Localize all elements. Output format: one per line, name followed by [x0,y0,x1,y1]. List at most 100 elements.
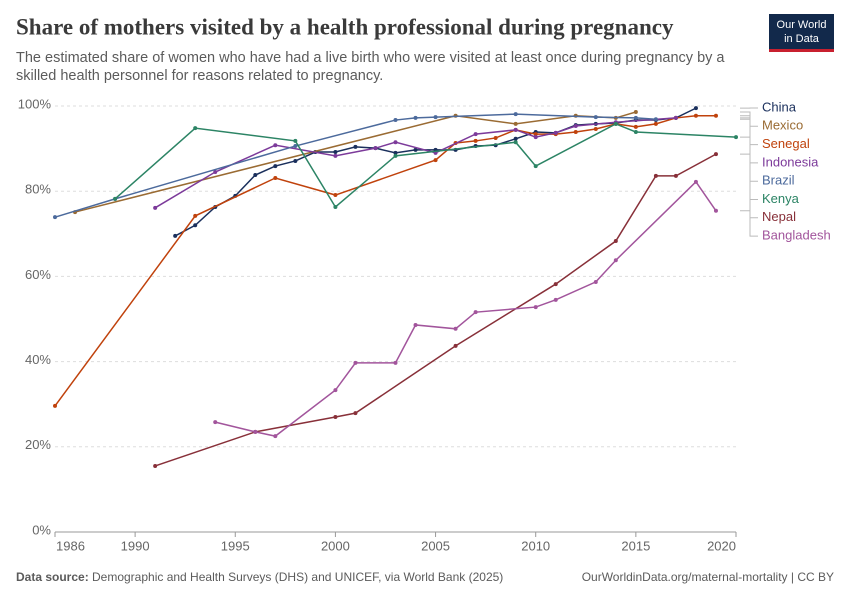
legend-connector [740,115,758,146]
x-tick-label: 1986 [56,538,85,553]
data-point [693,113,698,118]
data-point [693,179,698,184]
legend-connector [740,118,758,182]
data-point [293,138,298,143]
y-tick-label: 20% [25,437,51,452]
data-point [113,196,118,201]
data-point [213,420,218,425]
y-tick-label: 60% [25,267,51,282]
y-tick-label: 40% [25,352,51,367]
data-point [273,143,278,148]
data-point [453,326,458,331]
data-point [273,434,278,439]
data-point [333,193,338,198]
data-point [573,129,578,134]
data-point [633,129,638,134]
y-tick-label: 0% [32,522,51,537]
data-point [353,144,358,149]
subtitle: The estimated share of women who have ha… [16,50,725,66]
data-point [653,117,658,122]
data-point [393,360,398,365]
data-point [653,121,658,126]
credit: OurWorldinData.org/maternal-mortality | … [582,570,834,584]
data-point [633,115,638,120]
data-point [653,173,658,178]
data-point [734,135,738,140]
series-line [114,123,737,209]
data-point [353,360,358,365]
data-point [693,106,698,111]
series-line [154,117,676,209]
data-point [513,127,518,132]
source: Demographic and Health Surveys (DHS) and… [92,570,503,584]
legend-label: Nepal [762,209,796,224]
data-point [413,147,418,152]
data-point [553,282,558,287]
x-tick-label: 2000 [321,538,350,553]
data-point [473,132,478,137]
data-point [353,411,358,416]
x-tick-label: 2020 [707,538,736,553]
data-point [613,258,618,263]
legend-label: Indonesia [762,154,819,169]
data-point [293,158,298,163]
data-point [553,297,558,302]
data-point [673,115,678,120]
data-point [393,153,398,158]
data-point [473,138,478,143]
x-tick-label: 2005 [421,538,450,553]
data-point [513,121,518,126]
data-point [273,164,278,169]
data-point [153,463,158,468]
data-point [333,204,338,209]
data-point [53,215,57,220]
data-point [333,150,338,155]
data-point [253,429,258,434]
data-point [533,135,538,140]
data-point [413,115,418,120]
series-line [54,113,656,218]
data-point [253,173,258,178]
legend-label: Senegal [762,136,810,151]
data-point [533,305,538,310]
data-point [533,164,538,169]
logo-text: in Data [784,33,820,45]
data-point [393,150,398,155]
logo-bar [769,49,834,52]
data-point [433,115,438,120]
subtitle: skilled health personnel for reasons rel… [16,68,383,84]
data-point [633,124,638,129]
data-point [573,124,578,129]
series-line [174,107,697,237]
data-point [673,173,678,178]
data-point [593,115,598,120]
data-point [473,310,478,315]
legend-label: Bangladesh [762,228,831,243]
x-tick-label: 2015 [621,538,650,553]
data-point [173,233,178,238]
y-tick-label: 80% [25,182,51,197]
legend-connector [740,210,758,237]
data-point [333,414,338,419]
data-point [593,279,598,284]
data-point [453,343,458,348]
x-tick-label: 2010 [521,538,550,553]
x-tick-label: 1995 [221,538,250,553]
data-point [713,152,718,157]
logo-text: Our World [777,19,827,31]
legend-connector [740,136,758,200]
logo [769,14,834,50]
data-point [633,109,638,114]
data-point [393,140,398,145]
data-point [433,158,438,163]
series-line [215,180,717,437]
data-point [613,239,618,244]
legend-label: Brazil [762,173,795,188]
y-tick-label: 100% [18,96,52,111]
x-tick-label: 1990 [121,538,150,553]
data-point [213,170,218,175]
data-point [713,208,718,213]
data-point [393,118,398,123]
data-point [513,140,518,145]
